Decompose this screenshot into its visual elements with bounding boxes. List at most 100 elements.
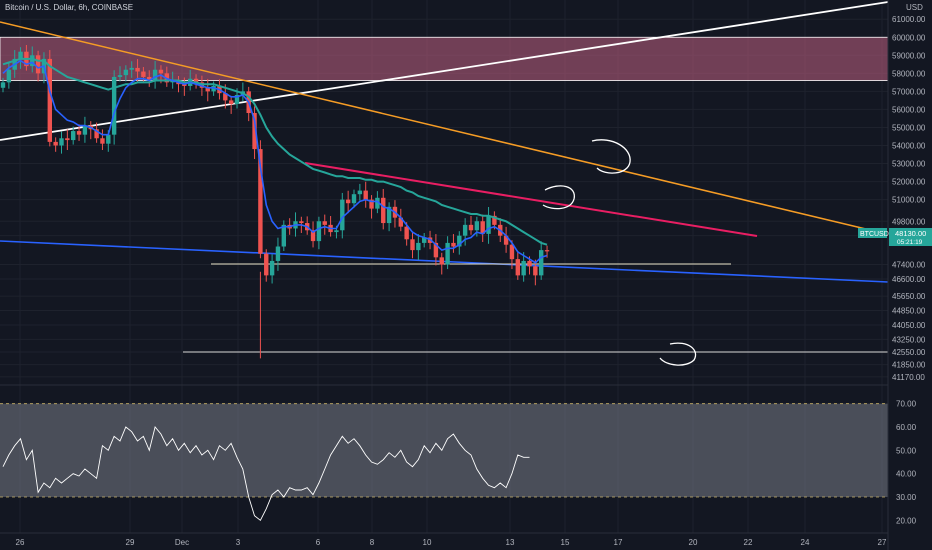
candle-body [76,131,82,135]
symbol-badge [858,228,887,238]
price-tick-label: 53000.00 [892,160,926,169]
pink-resistance-line[interactable] [304,162,758,237]
candle-body [521,260,526,276]
candle-body [316,221,322,242]
rsi-axis[interactable]: 70.00 60.00 50.00 40.00 30.00 20.00 [896,400,917,526]
price-axis[interactable]: 61000.00 60000.00 59000.00 58000.00 57000.00… [892,15,926,382]
candle-body [439,257,444,265]
candle-body [363,190,368,200]
price-tick-label: 44050.00 [892,321,926,330]
candle-body [6,69,12,83]
candle-body [205,87,210,92]
rsi-line [2,426,530,521]
candle-body [503,235,509,245]
candle-body [252,113,257,150]
annotation-circle [659,342,697,366]
time-tick-label: 29 [126,538,135,547]
candle-body [211,85,216,92]
candle-body [30,55,35,67]
candle-body [451,242,456,247]
candle-body [47,58,52,142]
candle-body [158,69,164,74]
candle-body [474,221,480,231]
rsi-band [0,403,888,497]
blue-support-line[interactable] [0,240,889,283]
price-badge-text: 48130.00 [895,229,926,238]
candle-body [123,69,129,76]
candle-body [381,197,386,224]
candle-body [445,242,450,265]
candle-body [533,266,538,276]
candle-body [299,221,304,224]
candle-body [100,138,105,144]
price-tick-label: 58000.00 [892,69,926,78]
price-tick-label: 51000.00 [892,196,926,205]
last-price-label: BTCUSD 48130.00 05:21:19 [858,228,932,246]
time-tick-label: 6 [316,538,321,547]
time-tick-label: 17 [614,538,623,547]
price-tick-label: 55000.00 [892,123,926,132]
candle-body [492,215,497,225]
candle-body [410,239,415,251]
candle-body [59,138,64,146]
rsi-tick-label: 40.00 [896,470,917,479]
ascending-trendline[interactable] [0,1,889,141]
symbol-badge-text: BTCUSD [860,231,889,238]
time-tick-label: 13 [506,538,515,547]
annotation-circle [591,139,631,174]
price-tick-label: 44850.00 [892,307,926,316]
candle-body [357,190,363,195]
ema-slow-line [2,57,548,246]
candle-body [422,237,427,243]
candle-body [65,138,70,141]
price-tick-label: 41170.00 [892,373,925,382]
currency-label: USD [906,3,923,12]
descending-trendline[interactable] [0,21,871,231]
candle-body [398,217,403,227]
price-tick-label: 47400.00 [892,261,926,270]
trendlines[interactable] [0,1,889,353]
candle-body [53,141,58,146]
chart-title: Bitcoin / U.S. Dollar, 6h, COINBASE [5,3,133,12]
hand-drawn-annotations [542,139,697,366]
candle-body [234,94,240,104]
candle-body [117,75,123,77]
price-tick-label: 43250.00 [892,335,926,344]
time-axis[interactable]: 26 29 Dec 3 6 8 10 13 15 17 20 22 24 27 [16,538,887,547]
candle-body [71,131,76,141]
supply-zone-rect [0,36,889,81]
candle-body [544,250,550,252]
price-tick-label: 60000.00 [892,33,926,42]
candle-body [111,76,117,135]
candle-body [135,67,140,72]
candle-body [182,84,187,86]
time-tick-label: Dec [175,538,189,547]
ema-fast-line [2,59,548,264]
candle-body [486,215,491,234]
price-tick-label: 61000.00 [892,15,926,24]
candle-body [264,253,269,276]
time-tick-label: 15 [561,538,570,547]
time-tick-label: 27 [878,538,887,547]
price-tick-label: 41850.00 [892,361,926,370]
candle-body [106,134,111,144]
candle-body [322,221,327,225]
time-tick-label: 26 [16,538,25,547]
countdown-text: 05:21:19 [897,239,923,246]
price-tick-label: 54000.00 [892,141,926,150]
candle-body [351,194,357,204]
rsi-tick-label: 30.00 [896,493,917,502]
candle-body [129,67,134,70]
candle-body [269,260,275,276]
time-tick-label: 22 [744,538,753,547]
candle-body [258,149,263,254]
candle-body [369,199,374,209]
candle-body [433,242,439,258]
candle-body [141,71,146,77]
candle-body [416,242,421,251]
candle-body [334,230,339,233]
candle-body [345,199,351,204]
resistance-zone [0,36,889,81]
